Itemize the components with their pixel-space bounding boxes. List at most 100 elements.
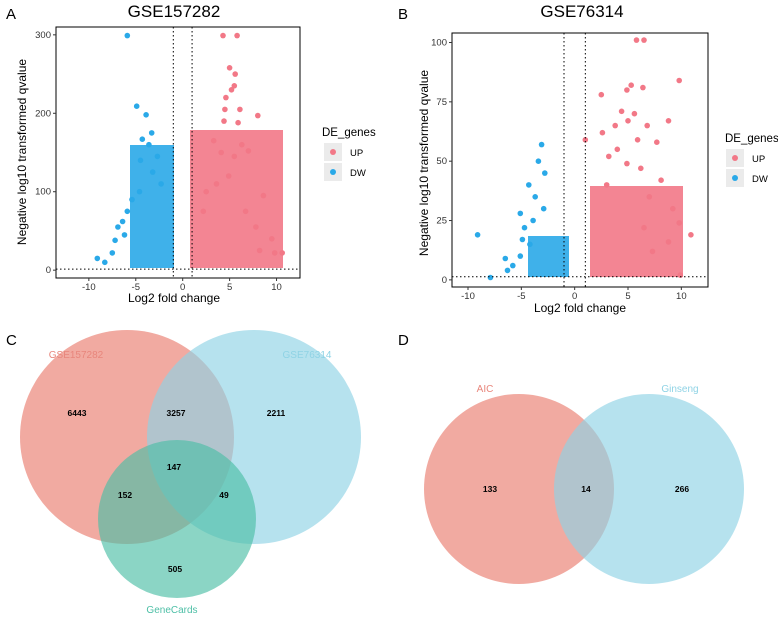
data-point-up [279,250,286,256]
data-point-dw [542,170,548,176]
legend-a: DE_genes UP DW [322,127,376,181]
x-axis-label-b: Log2 fold change [534,301,626,315]
data-point-up [237,106,243,113]
panel-label-d: D [398,332,409,349]
data-point-up [665,239,672,245]
data-point-dw [487,274,494,281]
data-point-dw [139,136,146,142]
data-point-dw [124,208,131,215]
panel-label-c: C [6,332,17,349]
data-point-up [633,37,640,43]
data-point-dw [129,196,135,203]
threshold-lines-a [56,27,300,278]
venn-diagram-3set: C GSE157282 GSE76314 GeneCards 6443 3257… [6,330,361,616]
data-point-up [676,220,682,226]
set-label-gse76314: GSE76314 [283,350,332,361]
y-tick-label: 50 [436,156,447,167]
x-tick-label: -5 [517,291,525,302]
data-point-dw [158,181,164,187]
x-tick-label: -10 [461,291,475,302]
legend-key-up [330,149,336,155]
data-point-dw [102,259,108,266]
data-points-b [474,37,694,281]
region-count-ab: 3257 [167,408,186,418]
panel-label-b: B [398,6,408,23]
data-point-up [634,137,641,143]
data-point-dw [115,224,121,230]
data-point-up [677,272,684,278]
data-point-dw [133,103,140,109]
data-point-up [222,106,228,113]
data-point-up [654,139,660,145]
data-point-up [232,71,238,77]
data-point-up [644,122,650,129]
data-point-dw [535,158,542,164]
data-point-up [220,32,226,39]
legend-label-dw: DW [350,168,366,179]
data-point-dw [519,236,526,243]
panel-label-a: A [6,6,16,23]
y-tick-label: 100 [35,187,51,198]
venn-circle-ginseng [554,394,744,584]
dw-point-cloud-b [528,236,569,277]
data-point-up [646,194,653,200]
legend-label-up: UP [752,154,765,165]
data-point-dw [124,32,131,39]
chart-title-a: GSE157282 [128,2,221,21]
data-point-dw [94,255,101,262]
data-point-up [234,32,240,39]
y-tick-label: 25 [436,216,447,227]
data-point-up [598,91,605,98]
data-point-dw [517,253,524,259]
legend-b: DE_genes UP DW [725,133,778,187]
data-point-up [253,224,259,230]
data-point-up [231,83,238,89]
data-point-up [200,208,207,215]
data-point-up [665,118,672,124]
region-count-ginseng-only: 266 [675,484,689,494]
data-point-dw [517,210,524,217]
x-tick-label: 0 [572,291,577,302]
data-point-up [245,148,252,154]
region-count-abc: 147 [167,462,181,472]
data-point-up [624,87,630,93]
data-point-up [203,188,209,195]
data-point-up [231,153,238,160]
data-point-up [658,177,664,183]
data-point-up [603,182,610,188]
set-label-genecards: GeneCards [146,605,197,616]
data-point-up [614,146,621,153]
venn-diagram-2set: D AIC Ginseng 133 14 266 [398,332,744,584]
x-tick-label: 5 [227,282,232,293]
data-point-up [649,248,656,255]
venn-circle-aic [424,394,614,584]
legend-title-a: DE_genes [322,127,376,139]
legend-label-up: UP [350,148,363,159]
data-point-dw [527,241,533,248]
set-label-gse157282: GSE157282 [49,350,104,361]
threshold-lines-b [452,33,708,287]
data-point-up [213,181,220,187]
data-point-up [628,82,634,88]
data-point-up [641,224,647,231]
data-point-up [271,250,278,256]
data-point-up [688,232,694,238]
x-tick-label: -10 [82,282,96,293]
data-point-dw [504,267,511,274]
data-point-dw [540,205,547,212]
data-point-dw [112,237,118,244]
legend-label-dw: DW [752,174,768,185]
up-point-cloud-b [590,186,683,277]
region-count-b-only: 2211 [267,408,286,418]
data-point-dw [474,232,481,238]
data-point-up [226,65,233,71]
x-tick-label: 10 [271,282,282,293]
data-point-up [239,141,245,148]
data-point-up [640,84,646,91]
legend-title-b: DE_genes [725,133,778,145]
data-point-up [599,129,606,136]
x-axis-label-a: Log2 fold change [128,291,220,305]
